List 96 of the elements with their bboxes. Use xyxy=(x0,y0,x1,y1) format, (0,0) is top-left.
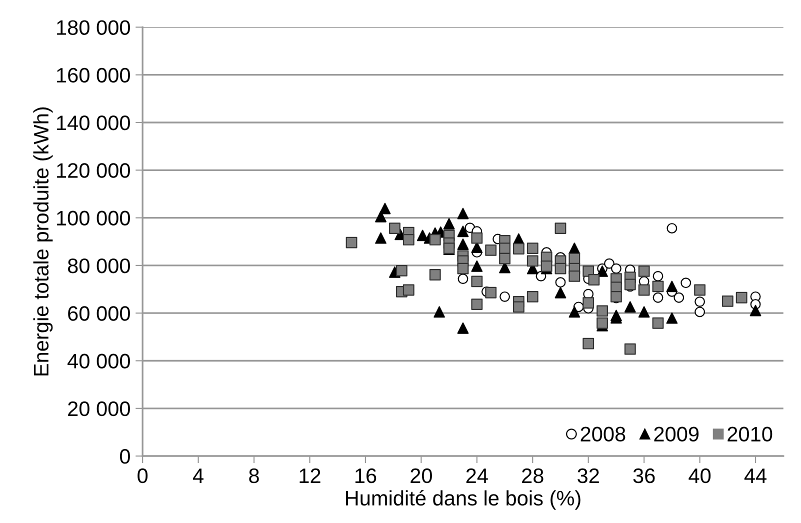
point xyxy=(346,236,358,248)
point xyxy=(680,278,692,288)
y-tick-label: 20 000 xyxy=(68,401,130,416)
point xyxy=(526,290,538,302)
point xyxy=(499,242,510,254)
point xyxy=(596,265,608,277)
x-tick-label: 12 xyxy=(300,468,320,483)
point xyxy=(596,317,608,329)
point xyxy=(402,284,414,296)
x-tick-label: 16 xyxy=(355,468,376,484)
point xyxy=(652,317,664,329)
point xyxy=(471,298,483,310)
point xyxy=(434,306,445,318)
point xyxy=(554,286,566,298)
point xyxy=(638,306,650,318)
point xyxy=(624,278,636,290)
point xyxy=(443,218,455,230)
x-tick-label: 44 xyxy=(744,468,766,483)
x-axis-title: Humidité dans le bois (%) xyxy=(346,490,580,510)
point xyxy=(666,280,678,292)
point xyxy=(582,297,594,309)
point xyxy=(526,242,538,254)
point xyxy=(652,292,664,303)
point xyxy=(375,210,386,222)
point xyxy=(568,270,580,282)
point xyxy=(416,230,428,242)
y-tick-label: 140 000 xyxy=(57,116,130,130)
legend-label: 2009 xyxy=(654,426,699,442)
point xyxy=(512,243,524,254)
point xyxy=(674,292,684,303)
legend-label: 2010 xyxy=(728,426,772,442)
point xyxy=(736,292,748,304)
x-tick-label: 32 xyxy=(578,468,599,484)
point xyxy=(471,260,483,272)
point xyxy=(471,276,483,288)
point xyxy=(554,222,566,234)
point xyxy=(429,269,441,280)
point xyxy=(694,284,706,296)
point xyxy=(555,277,566,288)
point xyxy=(652,280,664,292)
point xyxy=(666,312,678,324)
point xyxy=(666,223,678,234)
point xyxy=(457,322,469,334)
point xyxy=(402,234,414,246)
point xyxy=(499,252,510,264)
x-tick-label: 4 xyxy=(192,468,204,483)
y-tick-label: 100 000 xyxy=(57,210,130,226)
point xyxy=(596,305,608,317)
point xyxy=(458,274,468,284)
legend-label: 2008 xyxy=(580,426,626,442)
y-tick-label: 180 000 xyxy=(57,20,130,35)
x-tick-label: 8 xyxy=(249,468,259,484)
point xyxy=(457,238,469,250)
point xyxy=(588,274,600,286)
x-tick-label: 40 xyxy=(688,468,711,484)
point xyxy=(624,301,636,313)
point xyxy=(554,262,566,274)
x-tick-label: 20 xyxy=(410,468,432,484)
point xyxy=(457,262,469,274)
point xyxy=(457,226,469,238)
y-tick-label: 120 000 xyxy=(57,163,130,178)
x-tick-label: 24 xyxy=(466,468,488,483)
point xyxy=(611,263,622,274)
point xyxy=(694,306,706,318)
point xyxy=(526,255,538,267)
point xyxy=(379,202,391,214)
point xyxy=(389,222,400,234)
point xyxy=(429,234,441,246)
x-tick-label: 28 xyxy=(522,468,544,484)
point xyxy=(750,304,762,316)
y-tick-label: 40 000 xyxy=(68,354,130,369)
point xyxy=(485,286,497,298)
point xyxy=(396,264,408,276)
x-tick-label: 0 xyxy=(138,468,148,484)
point xyxy=(457,208,469,220)
point xyxy=(638,265,650,277)
point xyxy=(624,343,636,355)
point xyxy=(652,270,664,282)
point xyxy=(485,244,497,256)
point xyxy=(471,232,483,244)
y-axis-title: Energie totale produite (kWh) xyxy=(33,107,53,376)
point xyxy=(500,291,510,302)
point xyxy=(568,306,580,318)
y-tick-label: 0 xyxy=(120,449,130,464)
y-tick-label: 60 000 xyxy=(68,306,130,321)
point xyxy=(638,284,650,296)
point xyxy=(722,295,734,307)
point xyxy=(604,258,614,269)
y-tick-label: 80 000 xyxy=(68,258,130,274)
point xyxy=(694,296,706,307)
point xyxy=(582,338,594,350)
y-tick-label: 160 000 xyxy=(57,68,130,83)
point xyxy=(375,232,386,244)
point xyxy=(512,301,524,313)
point xyxy=(540,260,552,272)
x-tick-label: 36 xyxy=(633,468,655,484)
